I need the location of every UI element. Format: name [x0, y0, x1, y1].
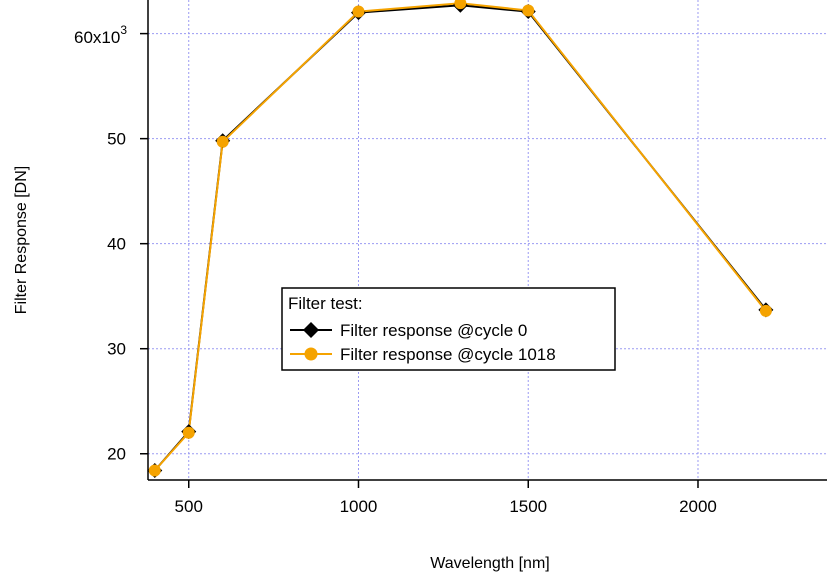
- series: [154, 2, 767, 472]
- point-series-1-400: [148, 464, 161, 477]
- legend: Filter test: Filter response @cycle 0 Fi…: [281, 287, 616, 371]
- x-tick-label-1500: 1500: [509, 497, 547, 516]
- series-line-1: [154, 2, 767, 472]
- legend-diamond-icon: [303, 322, 319, 338]
- y-tick-label-30: 30: [107, 340, 126, 359]
- markers: [147, 0, 774, 479]
- point-series-1-1300: [454, 0, 467, 10]
- y-tick-label-40: 40: [107, 235, 126, 254]
- y-tick-label-60: 60x103: [74, 23, 127, 47]
- grid-lines: [148, 0, 827, 480]
- x-tick-label-500: 500: [175, 497, 203, 516]
- ticks: 500 1000 1500 2000 20 30 40 50: [107, 32, 717, 516]
- point-series-1-600: [216, 135, 229, 148]
- point-series-1-1500: [522, 4, 535, 17]
- series-line-0: [154, 4, 767, 472]
- point-series-1-500: [182, 426, 195, 439]
- legend-label-cycle-1018: Filter response @cycle 1018: [340, 345, 556, 364]
- legend-entry-cycle-1018: Filter response @cycle 1018: [290, 345, 556, 364]
- legend-entry-cycle-0: Filter response @cycle 0: [290, 321, 527, 340]
- legend-box: [281, 287, 616, 371]
- x-tick-label-2000: 2000: [679, 497, 717, 516]
- legend-title: Filter test:: [288, 294, 363, 313]
- legend-circle-icon: [304, 347, 318, 361]
- y-tick-label-50: 50: [107, 130, 126, 149]
- x-axis-label: Wavelength [nm]: [430, 555, 549, 572]
- legend-label-cycle-0: Filter response @cycle 0: [340, 321, 527, 340]
- point-series-1-1000: [352, 5, 365, 18]
- axes: [147, 0, 827, 481]
- y-tick-label-20: 20: [107, 445, 126, 464]
- point-series-1-2200: [759, 304, 772, 317]
- x-tick-label-1000: 1000: [340, 497, 378, 516]
- y-axis-label: Filter Response [DN]: [13, 166, 30, 315]
